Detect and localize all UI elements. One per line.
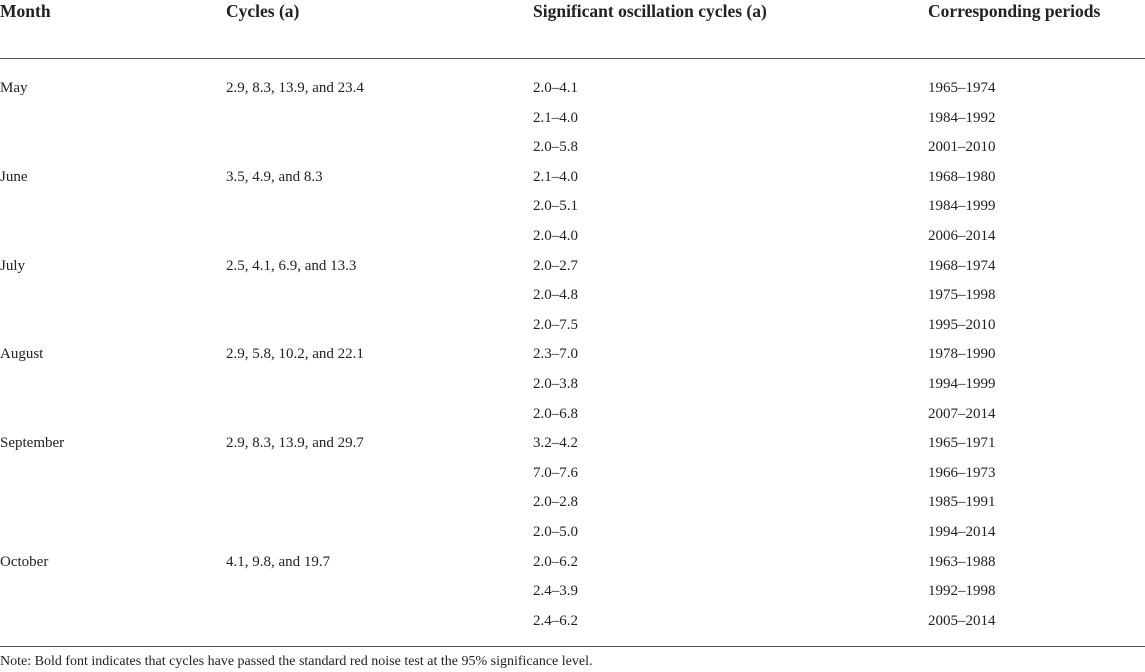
month-cell: September (0, 435, 65, 452)
month-cell: July (0, 257, 26, 274)
period-cell: 1992–1998 (928, 583, 996, 600)
bottom-rule (0, 646, 1145, 647)
month-cell: August (0, 346, 44, 363)
oscillation-cell: 2.0–4.0 (533, 228, 578, 244)
column-header: Corresponding periods (928, 1, 1101, 21)
oscillation-cell: 2.0–4.8 (533, 287, 578, 304)
period-cell: 1968–1980 (928, 168, 996, 185)
period-cell: 1965–1971 (928, 435, 996, 452)
period-cell: 1965–1974 (928, 80, 996, 96)
period-cell: 1984–1999 (928, 198, 996, 215)
period-cell: 1968–1974 (928, 257, 996, 274)
cycles-cell: 4.1, 9.8, and 19.7 (226, 553, 331, 570)
period-cell: 2006–2014 (928, 228, 996, 244)
column-header: Month (0, 1, 51, 21)
month-cell: June (0, 168, 28, 185)
cycles-cell: 3.5, 4.9, and 8.3 (226, 168, 323, 185)
period-cell: 1995–2010 (928, 316, 996, 333)
period-cell: 1985–1991 (928, 494, 996, 511)
period-cell: 1963–1988 (928, 553, 996, 570)
oscillation-cell: 2.0–3.8 (533, 376, 578, 392)
header-rule (0, 58, 1145, 59)
month-cell: October (0, 553, 49, 570)
period-cell: 1975–1998 (928, 287, 996, 304)
oscillation-cell: 2.0–7.5 (533, 316, 578, 333)
oscillation-cell: 2.0–2.8 (533, 494, 578, 511)
oscillation-cell: 3.2–4.2 (533, 435, 578, 452)
cycles-cell: 2.9, 8.3, 13.9, and 29.7 (226, 435, 364, 452)
cycles-cell: 2.5, 4.1, 6.9, and 13.3 (226, 257, 357, 274)
cycles-cell: 2.9, 5.8, 10.2, and 22.1 (226, 346, 364, 363)
oscillation-cell: 2.0–5.8 (533, 139, 578, 156)
period-cell: 1978–1990 (928, 346, 996, 363)
oscillation-cell: 7.0–7.6 (533, 464, 578, 481)
period-cell: 2007–2014 (928, 405, 996, 422)
oscillation-cell: 2.3–7.0 (533, 346, 578, 363)
oscillation-cell: 2.0–6.8 (533, 405, 578, 422)
oscillation-cell: 2.4–3.9 (533, 583, 578, 600)
oscillation-cell: 2.1–4.0 (533, 109, 578, 126)
period-cell: 1966–1973 (928, 464, 996, 481)
period-cell: 1994–2014 (928, 524, 996, 540)
oscillation-cell: 2.0–2.7 (533, 257, 578, 274)
column-header: Significant oscillation cycles (a) (533, 1, 767, 21)
oscillation-cell: 2.0–4.1 (533, 80, 578, 96)
period-cell: 2005–2014 (928, 612, 996, 629)
column-header: Cycles (a) (226, 1, 300, 21)
cycles-cell: 2.9, 8.3, 13.9, and 23.4 (226, 80, 364, 96)
oscillation-cell: 2.0–5.1 (533, 198, 578, 215)
oscillation-cell: 2.1–4.0 (533, 168, 578, 185)
period-cell: 2001–2010 (928, 139, 996, 156)
oscillation-cell: 2.4–6.2 (533, 612, 578, 629)
oscillation-cell: 2.0–5.0 (533, 524, 578, 540)
period-cell: 1994–1999 (928, 376, 996, 392)
period-cell: 1984–1992 (928, 109, 996, 126)
table-note: Note: Bold font indicates that cycles ha… (0, 654, 593, 669)
oscillation-cell: 2.0–6.2 (533, 553, 578, 570)
month-cell: May (0, 80, 28, 96)
